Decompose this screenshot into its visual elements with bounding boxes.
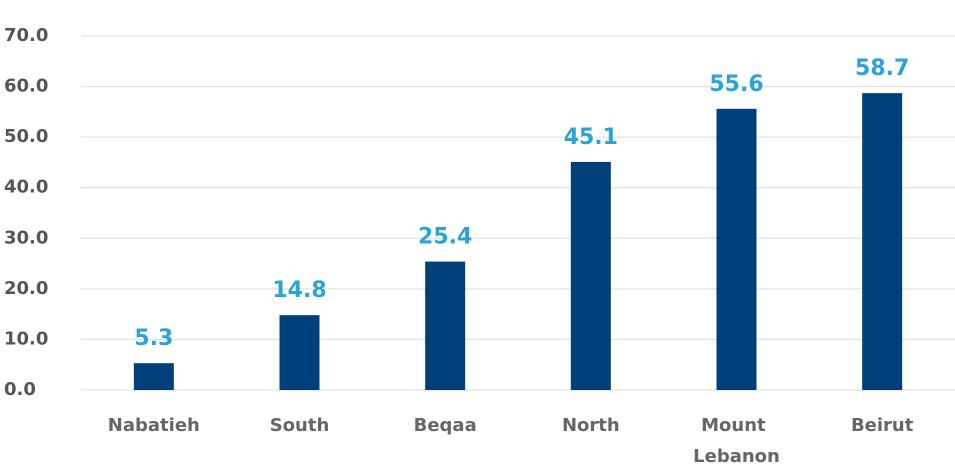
bar bbox=[133, 363, 174, 390]
y-tick-label: 60.0 bbox=[4, 76, 48, 97]
x-tick-label: Nabatieh bbox=[108, 415, 200, 436]
y-tick-label: 40.0 bbox=[4, 177, 48, 198]
y-tick-label: 0.0 bbox=[4, 379, 36, 400]
bar bbox=[425, 261, 466, 390]
y-tick-label: 10.0 bbox=[4, 328, 48, 349]
value-label: 14.8 bbox=[272, 278, 326, 303]
x-tick-label: North bbox=[562, 415, 620, 436]
y-tick-label: 70.0 bbox=[4, 25, 48, 46]
y-tick-label: 20.0 bbox=[4, 278, 48, 299]
value-label: 45.1 bbox=[564, 125, 618, 150]
x-tick-label: Beirut bbox=[851, 415, 914, 436]
bar bbox=[570, 161, 611, 390]
value-label: 58.7 bbox=[855, 56, 909, 81]
bar bbox=[716, 108, 757, 390]
value-label: 5.3 bbox=[134, 326, 173, 351]
value-label: 25.4 bbox=[418, 225, 472, 250]
x-tick-label: Beqaa bbox=[414, 415, 477, 436]
x-tick-label: Mount Lebanon bbox=[693, 415, 780, 466]
value-label: 55.6 bbox=[709, 72, 763, 97]
y-tick-label: 30.0 bbox=[4, 227, 48, 248]
x-tick-label: South bbox=[270, 415, 330, 436]
bar bbox=[279, 315, 320, 390]
bar bbox=[862, 93, 903, 390]
y-tick-label: 50.0 bbox=[4, 126, 48, 147]
